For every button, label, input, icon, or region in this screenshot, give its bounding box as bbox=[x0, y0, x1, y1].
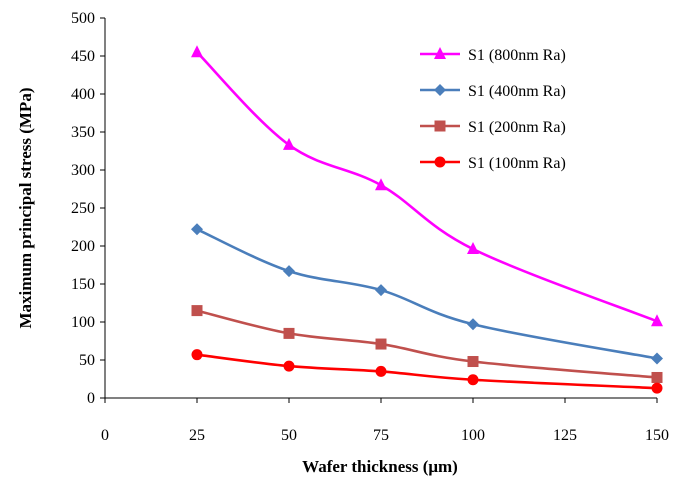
y-tick-label: 350 bbox=[71, 124, 95, 141]
x-axis-ticks: 0 25 50 75 100 125 150 bbox=[101, 398, 669, 444]
legend-marker bbox=[434, 84, 446, 96]
legend-marker bbox=[434, 120, 446, 132]
y-tick-label: 300 bbox=[71, 162, 95, 179]
series-3 bbox=[191, 305, 663, 383]
data-point-circle bbox=[283, 360, 295, 372]
legend-item: S1 (100nm Ra) bbox=[420, 155, 566, 172]
data-point-triangle bbox=[467, 242, 479, 255]
data-point-triangle bbox=[651, 314, 663, 327]
series-line bbox=[196, 228, 658, 360]
y-tick-label: 450 bbox=[71, 48, 95, 65]
series-2 bbox=[191, 223, 663, 365]
data-point-square bbox=[375, 338, 387, 350]
series-layer bbox=[191, 45, 663, 394]
series-line bbox=[196, 309, 658, 379]
data-point-square bbox=[467, 356, 479, 368]
legend: S1 (800nm Ra) S1 (400nm Ra) S1 (200nm Ra) S… bbox=[420, 47, 566, 172]
y-tick-label: 500 bbox=[71, 10, 95, 27]
legend-label: S1 (100nm Ra) bbox=[468, 155, 566, 172]
x-tick-label: 75 bbox=[373, 427, 389, 444]
data-point-triangle bbox=[191, 45, 203, 58]
x-axis-title: Wafer thickness (μm) bbox=[302, 457, 458, 476]
data-point-circle bbox=[467, 374, 479, 386]
legend-item: S1 (400nm Ra) bbox=[420, 83, 566, 100]
y-tick-label: 200 bbox=[71, 238, 95, 255]
legend-item: S1 (200nm Ra) bbox=[420, 119, 566, 136]
series-1 bbox=[191, 45, 663, 327]
data-point-triangle bbox=[375, 178, 387, 191]
data-point-square bbox=[283, 327, 295, 339]
series-line bbox=[196, 51, 658, 323]
data-point-diamond bbox=[283, 265, 295, 278]
legend-label: S1 (400nm Ra) bbox=[468, 83, 566, 100]
y-axis-title: Maximum principal stress (MPa) bbox=[16, 88, 35, 329]
y-tick-label: 400 bbox=[71, 86, 95, 103]
x-tick-label: 125 bbox=[553, 427, 577, 444]
legend-marker bbox=[434, 156, 446, 168]
y-tick-label: 0 bbox=[87, 390, 95, 407]
data-point-square bbox=[651, 371, 663, 383]
x-tick-label: 50 bbox=[281, 427, 297, 444]
data-point-circle bbox=[375, 365, 387, 377]
y-tick-label: 150 bbox=[71, 276, 95, 293]
data-point-circle bbox=[651, 382, 663, 394]
data-point-triangle bbox=[283, 137, 295, 150]
legend-label: S1 (200nm Ra) bbox=[468, 119, 566, 136]
data-point-square bbox=[191, 305, 203, 317]
y-tick-label: 100 bbox=[71, 314, 95, 331]
x-tick-label: 25 bbox=[189, 427, 205, 444]
series-line bbox=[196, 353, 658, 390]
x-tick-label: 0 bbox=[101, 427, 109, 444]
legend-item: S1 (800nm Ra) bbox=[420, 47, 566, 64]
data-point-diamond bbox=[467, 318, 479, 331]
legend-label: S1 (800nm Ra) bbox=[468, 47, 566, 64]
data-point-diamond bbox=[191, 223, 203, 236]
y-axis-ticks: 0 50 100 150 200 250 300 350 400 450 500 bbox=[71, 10, 105, 407]
data-point-diamond bbox=[375, 284, 387, 297]
series-4 bbox=[191, 349, 663, 394]
x-tick-label: 100 bbox=[461, 427, 485, 444]
y-tick-label: 250 bbox=[71, 200, 95, 217]
data-point-diamond bbox=[651, 352, 663, 365]
data-point-circle bbox=[191, 349, 203, 361]
x-tick-label: 150 bbox=[645, 427, 669, 444]
legend-marker bbox=[434, 47, 446, 59]
y-tick-label: 50 bbox=[79, 352, 95, 369]
